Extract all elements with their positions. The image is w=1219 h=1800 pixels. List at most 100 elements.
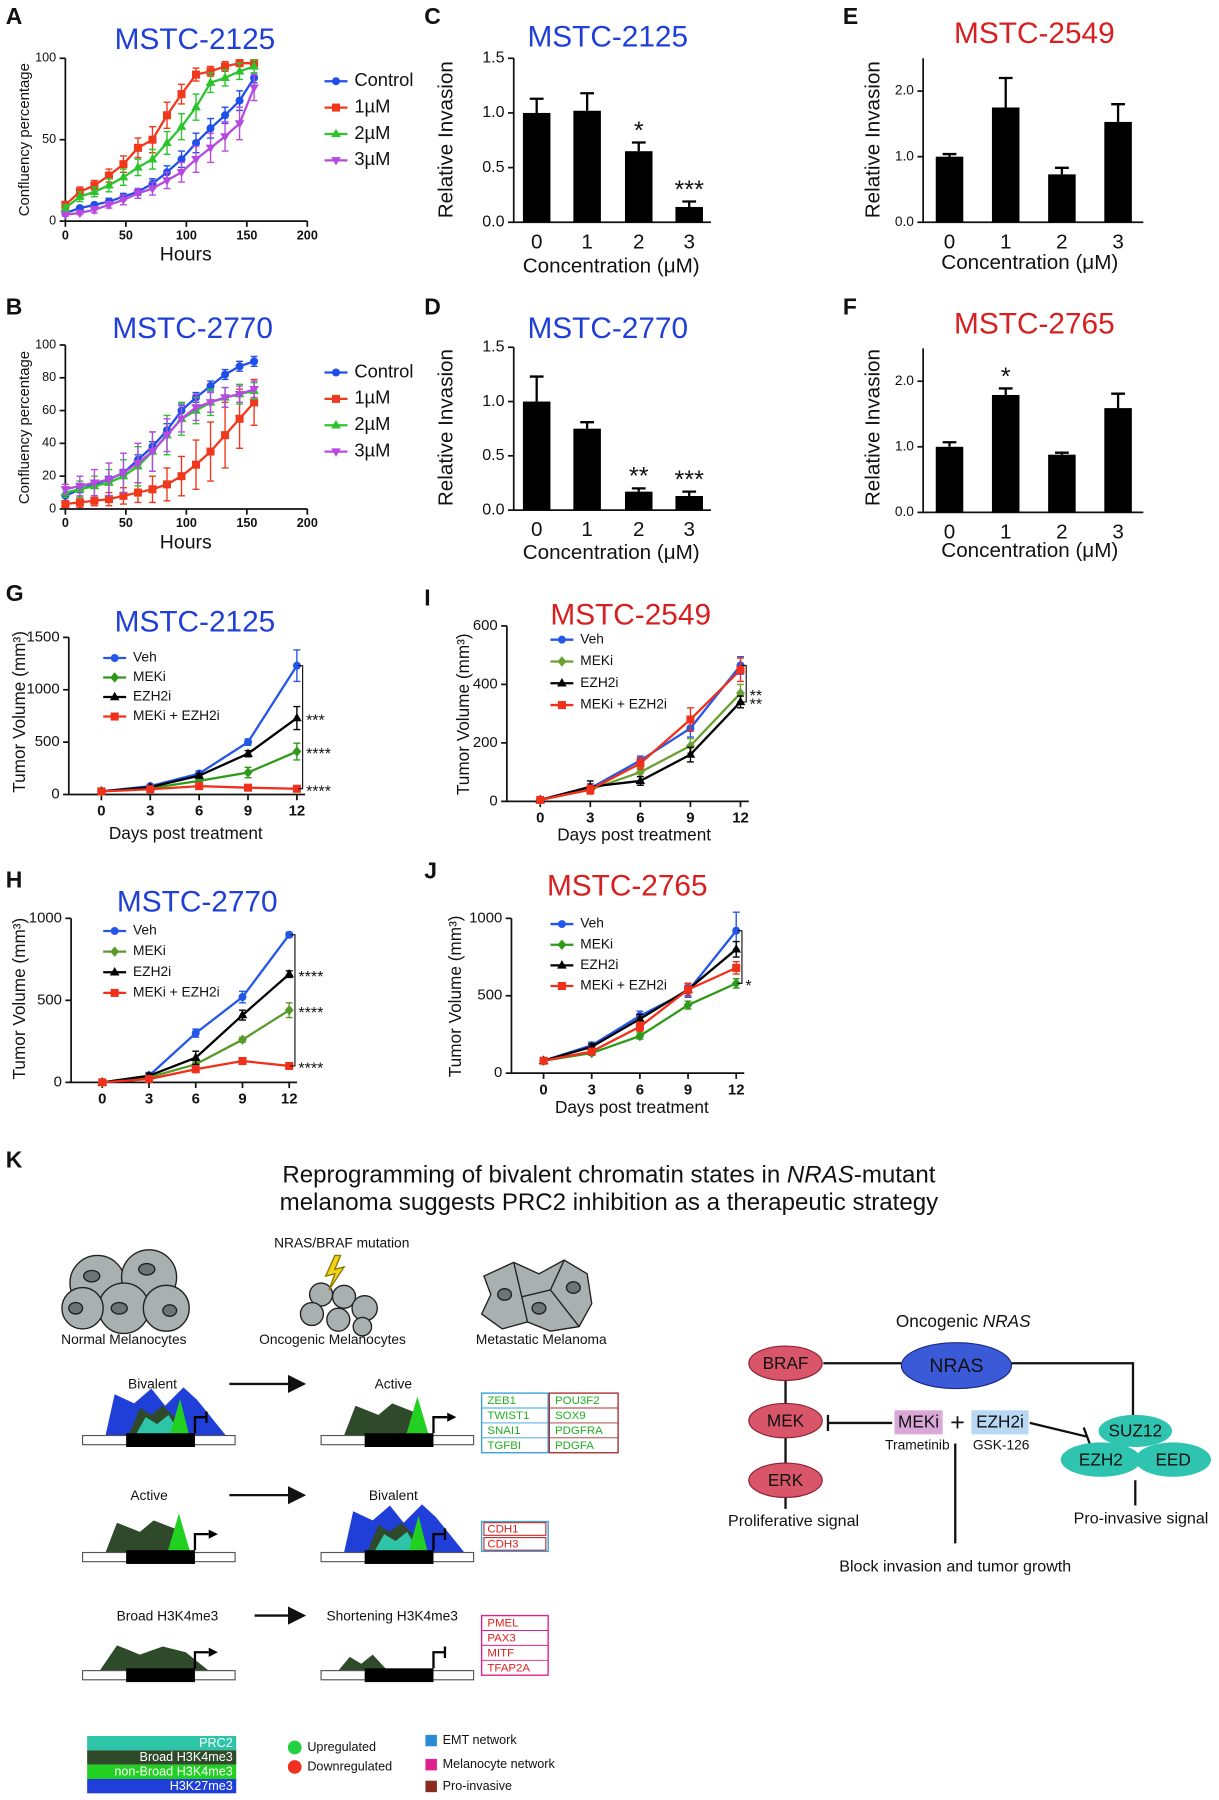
legend-label: non-Broad H3K4me3 [114,1764,232,1778]
marker [235,414,244,423]
cells [61,1249,593,1337]
legend-label: Broad H3K4me3 [140,1750,233,1764]
legend-swatch [425,1758,437,1771]
bar [991,394,1020,513]
marker [684,985,693,994]
legend-marker [557,981,566,991]
marker [250,357,259,366]
gene-label: SOX9 [555,1410,586,1422]
marker [148,485,157,494]
locus [321,1504,474,1564]
bar [1048,454,1076,513]
bar [675,495,703,511]
x-tick-label: 0 [944,520,955,543]
legend-marker [557,939,567,950]
drug-box [894,1410,943,1435]
legend-label: MEKi + EZH2i [133,985,220,1000]
diagram-title: melanoma suggests PRC2 inhibition as a t… [280,1189,938,1216]
x-tick-label: 12 [281,1091,298,1107]
marker [133,488,142,497]
legend-label: EZH2i [133,964,171,979]
output-label: Pro-invasive signal [1074,1509,1209,1527]
marker [221,111,230,120]
x-axis-label: Days post treatment [557,824,711,844]
marker [243,748,253,757]
error-bar [942,441,957,447]
legend-label: EMT network [443,1733,518,1747]
marker [249,84,259,93]
x-tick-label: 6 [636,1082,644,1098]
legend-swatch [425,1780,437,1793]
chart-title: MSTC-2125 [527,21,688,54]
gene-label: TGFBI [487,1440,521,1452]
legend-marker [557,960,567,969]
chart-title: MSTC-2765 [547,869,708,902]
gene-label: POU3F2 [555,1395,600,1407]
marker [191,1065,200,1074]
y-axis-label: Relative Invasion [435,349,458,506]
node-label: SUZ12 [1109,1421,1163,1441]
marker [220,394,230,403]
marker [148,135,157,144]
legend-label: 1µM [354,387,390,408]
x-tick-label: 200 [297,516,318,530]
legend-label: EZH2i [580,675,618,690]
legend-label: Pro-invasive [443,1779,512,1793]
axis-line [70,918,298,1084]
drug-label: MEKi [898,1411,939,1431]
marker [635,1030,645,1042]
marker [75,482,85,492]
legend-marker [557,678,567,687]
error-bar [529,97,544,113]
node [748,1345,823,1382]
x-tick-label: 2 [1056,230,1067,253]
y-axis-label: Confluency percentage [17,351,33,504]
marker [539,1056,548,1065]
y-tick-label: 0.5 [482,446,504,464]
panel-letter: G [6,580,24,606]
marker [90,496,99,505]
x-tick-label: 6 [195,804,203,820]
y-axis-label: Relative Invasion [435,61,458,218]
gene-cell [483,1537,547,1551]
marker [235,96,244,105]
significance-label: **** [306,745,331,763]
marker [206,381,215,390]
marker [176,415,187,424]
marker [162,137,172,147]
marker [234,390,245,400]
x-tick-label: 12 [289,804,306,820]
marker [285,930,294,939]
marker [177,90,186,99]
legend-swatch [87,1764,237,1779]
marker [237,1009,248,1019]
marker [98,1078,107,1087]
bar [935,156,964,223]
x-axis-label: Days post treatment [109,823,263,843]
marker [683,999,693,1011]
marker [292,661,301,670]
y-tick-label: 20 [42,468,56,482]
legend-label: MEKi + EZH2i [580,978,667,993]
error-bar [1055,451,1069,455]
gene-label: PMEL [487,1618,518,1630]
significance-label: *** [674,466,704,494]
x-tick-label: 1 [581,230,592,253]
error-bar [631,487,646,492]
legend-label: MEKi [580,653,613,668]
legend-label: 2µM [354,122,390,143]
x-tick-label: 1 [1000,230,1011,253]
state-label: Active [130,1488,168,1503]
legend-label: Veh [133,650,157,665]
marker [192,460,201,469]
marker [191,404,201,413]
marker [636,759,645,768]
bar [573,428,601,511]
legend-marker [110,946,120,957]
marker [190,1052,201,1061]
drug-box [971,1410,1029,1435]
y-tick-label: 0.0 [482,500,504,518]
legend-swatch [287,1760,302,1774]
marker [118,171,129,181]
